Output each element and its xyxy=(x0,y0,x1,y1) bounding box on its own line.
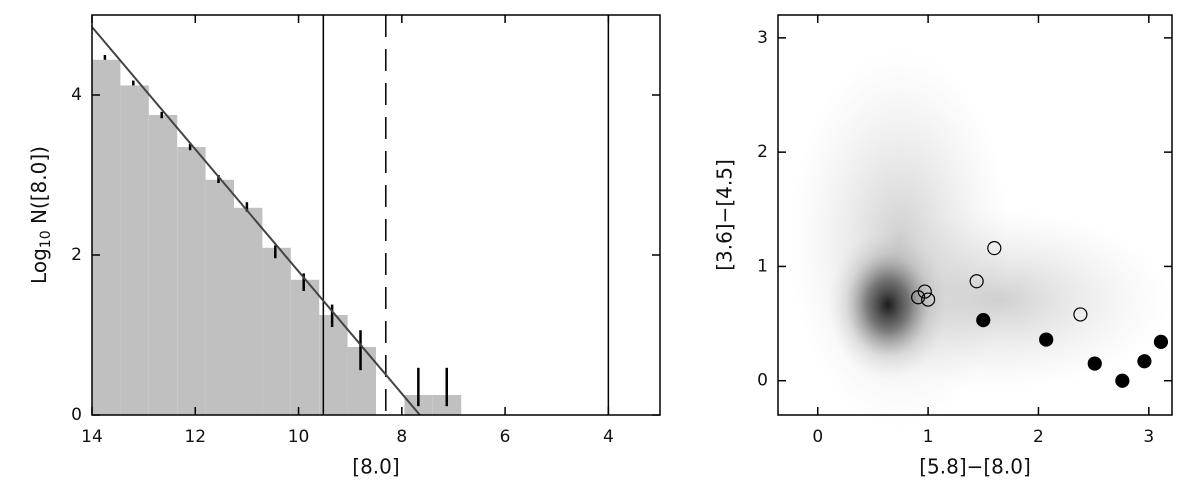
point xyxy=(1115,373,1130,388)
y-axis-label-subscript: 10 xyxy=(38,230,54,248)
x-tick-label: 14 xyxy=(81,427,103,447)
x-tick-label: 3 xyxy=(1143,427,1154,447)
x-tick-label: 6 xyxy=(500,427,511,447)
bar xyxy=(262,247,291,415)
y-tick-label: 1 xyxy=(757,256,768,276)
point xyxy=(976,313,991,328)
point xyxy=(1137,354,1152,369)
point xyxy=(1039,332,1054,347)
bar xyxy=(234,207,263,415)
point xyxy=(1153,334,1169,349)
point xyxy=(920,292,936,307)
x-axis-label: [5.8]−[8.0] xyxy=(919,455,1031,479)
x-tick-label: 1 xyxy=(923,427,934,447)
y-axis-label-part: N([8.0]) xyxy=(27,146,51,230)
point xyxy=(1073,307,1088,322)
y-axis-label: Log10 N([8.0]) xyxy=(27,146,55,284)
y-axis-label-part: Log xyxy=(27,248,51,284)
x-tick-label: 12 xyxy=(184,427,206,447)
y-tick-label: 0 xyxy=(71,405,82,425)
plot-frame xyxy=(91,14,661,416)
density-cloud xyxy=(828,230,948,380)
fit-line xyxy=(91,26,421,416)
y-tick-label: 2 xyxy=(757,142,768,162)
y-tick-label: 2 xyxy=(71,245,82,265)
point xyxy=(1087,356,1102,371)
x-tick-label: 0 xyxy=(812,427,823,447)
x-tick-label: 10 xyxy=(288,427,310,447)
bar xyxy=(120,85,149,416)
x-tick-label: 2 xyxy=(1033,427,1044,447)
bar xyxy=(205,179,234,415)
point xyxy=(987,241,1002,256)
bar xyxy=(177,147,206,415)
point xyxy=(969,274,984,289)
y-axis-label: [3.6]−[4.5] xyxy=(713,159,737,271)
bar xyxy=(148,115,178,415)
x-axis-label: [8.0] xyxy=(352,455,399,479)
right-panel: 0 1 2 3 0 1 2 3 [5.8]−[8.0] [3.6]−[4.5] xyxy=(713,14,1173,479)
x-tick-label: 8 xyxy=(396,427,407,447)
bar xyxy=(92,59,121,416)
bar xyxy=(290,279,320,415)
y-tick-label: 4 xyxy=(71,85,82,105)
plot-frame xyxy=(777,14,1173,416)
y-tick-label: 0 xyxy=(757,371,768,391)
y-tick-label: 3 xyxy=(757,28,768,48)
x-tick-label: 4 xyxy=(603,427,614,447)
point xyxy=(917,284,932,299)
